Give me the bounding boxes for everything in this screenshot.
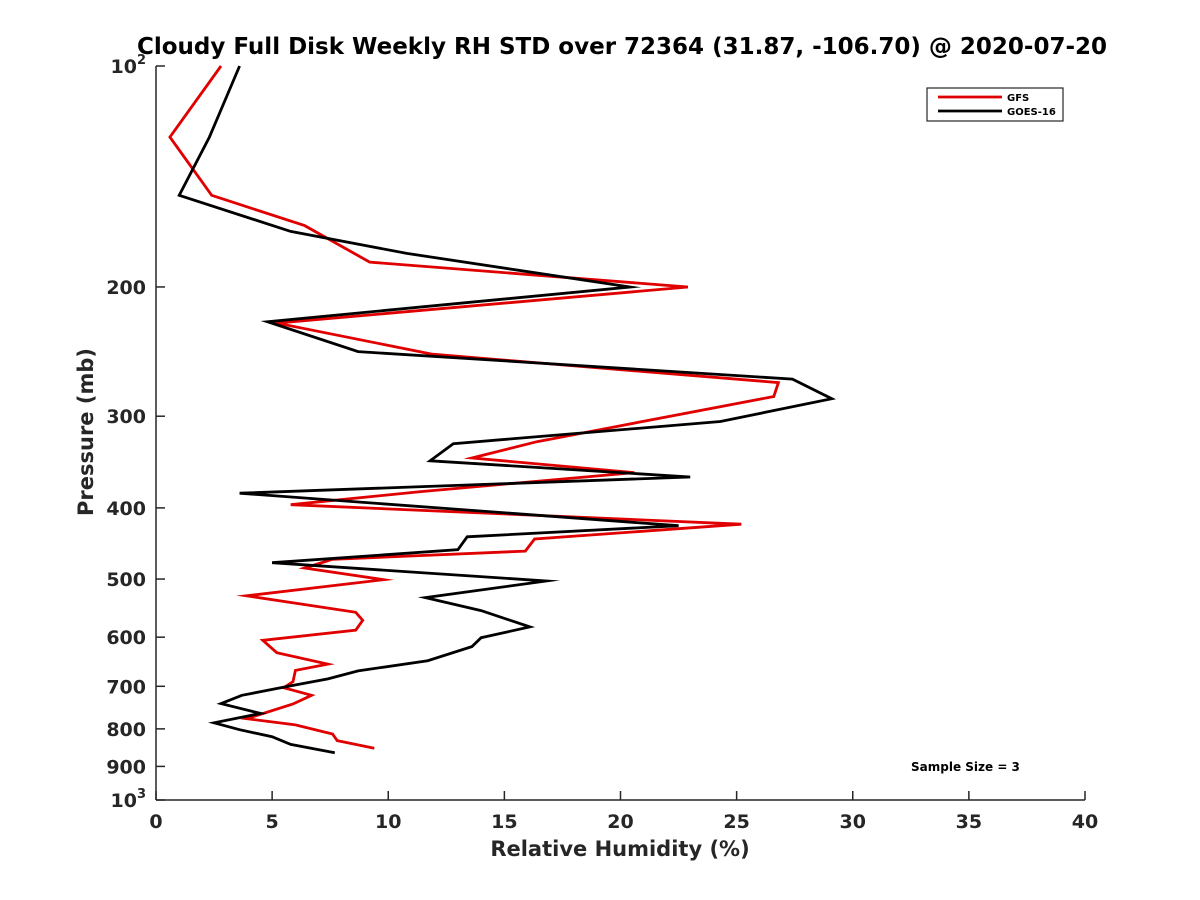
x-tick-label: 30 bbox=[840, 811, 866, 833]
legend-label: GFS bbox=[1007, 93, 1029, 104]
y-tick-label: 600 bbox=[106, 627, 146, 649]
x-tick-label: 25 bbox=[723, 811, 749, 833]
y-tick-label: 800 bbox=[106, 719, 146, 741]
legend-label: GOES-16 bbox=[1007, 107, 1056, 118]
x-tick-label: 0 bbox=[149, 811, 162, 833]
legend-box bbox=[926, 87, 1064, 122]
y-tick-label: 700 bbox=[106, 676, 146, 698]
axes: 0 5 10 15 20 25 30 35 40 102 200 300 400 500 600 700 800… bbox=[106, 53, 1098, 833]
y-axis-label: Pressure (mb) bbox=[74, 348, 98, 516]
x-tick-label: 35 bbox=[956, 811, 982, 833]
x-tick-label: 20 bbox=[607, 811, 633, 833]
y-tick-label: 400 bbox=[106, 498, 146, 520]
x-tick-label: 10 bbox=[375, 811, 401, 833]
y-tick-label: 300 bbox=[106, 406, 146, 428]
x-tick-label: 5 bbox=[266, 811, 279, 833]
y-tick-label: 200 bbox=[106, 277, 146, 299]
y-tick-label: 102 bbox=[111, 53, 147, 78]
x-axis-label: Relative Humidity (%) bbox=[490, 837, 749, 861]
series-line-gfs bbox=[168, 65, 781, 750]
y-tick-label: 900 bbox=[106, 756, 146, 778]
y-tick-label: 103 bbox=[111, 787, 147, 812]
x-tick-label: 15 bbox=[491, 811, 517, 833]
x-tick-label: 40 bbox=[1072, 811, 1098, 833]
legend: GFS GOES-16 bbox=[926, 87, 1064, 122]
series-line-goes-16 bbox=[177, 65, 837, 755]
sample-size-annotation: Sample Size = 3 bbox=[911, 760, 1020, 774]
y-tick-label: 500 bbox=[106, 569, 146, 591]
chart-title: Cloudy Full Disk Weekly RH STD over 7236… bbox=[137, 34, 1107, 60]
